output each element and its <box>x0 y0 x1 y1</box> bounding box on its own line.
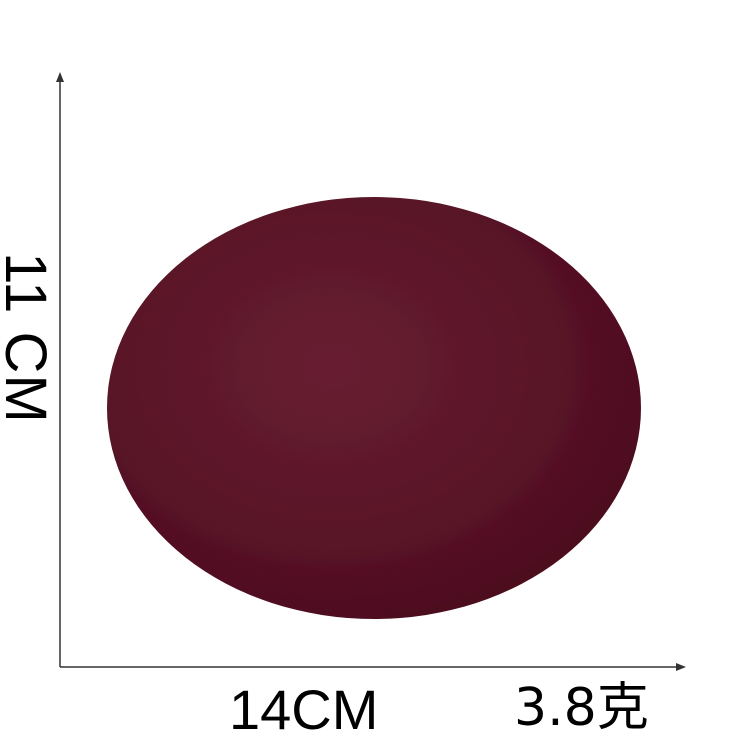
vertical-axis-arrow-icon <box>56 72 64 82</box>
width-dimension-label: 14CM <box>229 678 379 741</box>
height-dimension-label: 11 CM <box>0 252 58 424</box>
weight-label: 3.8克 <box>514 678 649 738</box>
horizontal-axis-arrow-icon <box>676 663 686 671</box>
oval-patch <box>107 197 641 619</box>
